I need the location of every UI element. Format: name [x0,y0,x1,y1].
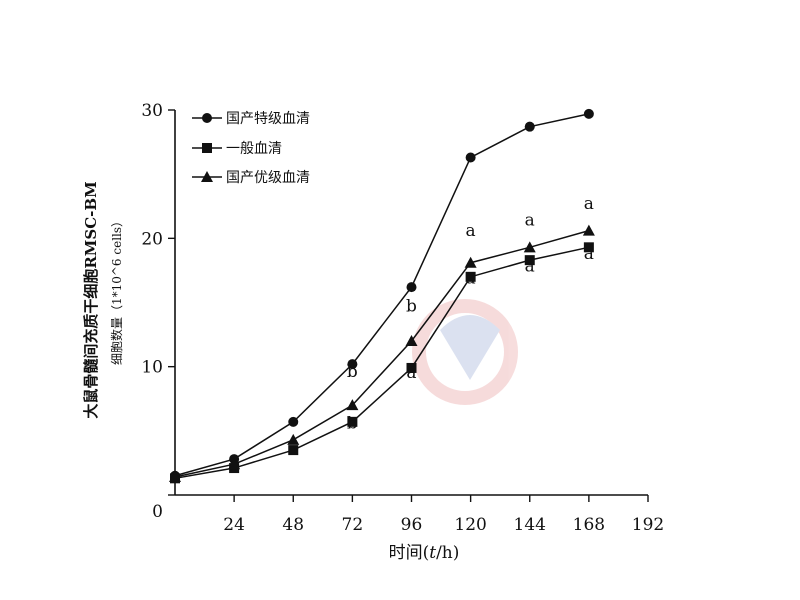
x-axis-label: 时间(t/h) [389,543,460,563]
legend-circle-marker [202,113,212,123]
series-line [174,229,590,478]
x-tick-label: 120 [454,515,486,535]
x-tick-label: 96 [401,515,423,535]
legend-item-series-2: 一般血清 [192,141,282,157]
data-point-circle [524,121,535,132]
y-ticks: 0 10 20 30 [141,101,175,522]
y-tick-label: 30 [141,101,163,121]
legend-item-series-3: 国产优级血清 [192,170,310,186]
x-tick-label: 192 [632,515,664,535]
data-point-square [406,362,417,373]
data-point-circle [583,108,594,119]
legend-label: 国产优级血清 [226,170,310,186]
watermark-logo [412,299,518,405]
data-point-triangle [169,471,181,483]
significance-label: b [347,413,358,433]
data-point-triangle [228,458,241,470]
significance-label: a [406,363,416,383]
data-point-circle [288,416,299,427]
legend-label: 国产特级血清 [226,111,310,127]
data-point-square [465,271,476,282]
data-point-square [288,445,299,456]
data-point-triangle [582,224,595,236]
x-tick-label: 48 [282,515,304,535]
series-line [174,113,590,477]
x-tick-label: 24 [223,515,245,535]
legend-triangle-marker [201,171,213,182]
x-tick-label: 168 [573,515,605,535]
significance-label: a [584,194,594,214]
series-layer [169,108,595,484]
x-ticks: 24 48 72 96 120 144 168 192 [223,495,664,535]
data-point-circle [465,152,476,163]
legend: 国产特级血清 一般血清 国产优级血清 [192,111,310,186]
legend-square-marker [202,143,212,153]
significance-label: b [347,362,358,382]
y-tick-label: 0 [152,502,163,522]
significance-label: a [525,211,535,231]
y-tick-label: 10 [141,358,163,378]
data-point-circle [347,359,358,370]
data-point-square [347,416,358,427]
series-line [174,246,590,480]
legend-item-series-1: 国产特级血清 [192,111,310,127]
legend-label: 一般血清 [226,141,282,157]
y-axis-label: 大鼠骨髓间充质干细胞RMSC-BM [82,181,100,418]
axes: 24 48 72 96 120 144 168 192 0 10 20 30 [141,101,664,535]
y-axis-sublabel: 细胞数量（1*10^6 cells） [109,215,124,365]
significance-label: a [584,244,594,264]
data-point-triangle [523,241,536,253]
data-point-circle [406,282,417,293]
x-tick-label: 144 [514,515,546,535]
significance-label: a [466,268,476,288]
data-point-triangle [346,399,359,411]
data-point-triangle [464,256,477,268]
series-2 [170,242,594,484]
data-point-square [583,242,594,253]
data-point-square [524,255,535,266]
significance-label: b [406,296,417,316]
data-point-triangle [287,433,300,445]
series-3 [169,224,595,483]
significance-label: a [466,221,476,241]
annotation-layer: b b b a a a a a a a [347,194,594,433]
series-1 [170,108,594,481]
x-tick-label: 72 [342,515,364,535]
data-point-triangle [405,335,418,346]
significance-label: a [525,257,535,277]
y-tick-label: 20 [141,229,163,249]
